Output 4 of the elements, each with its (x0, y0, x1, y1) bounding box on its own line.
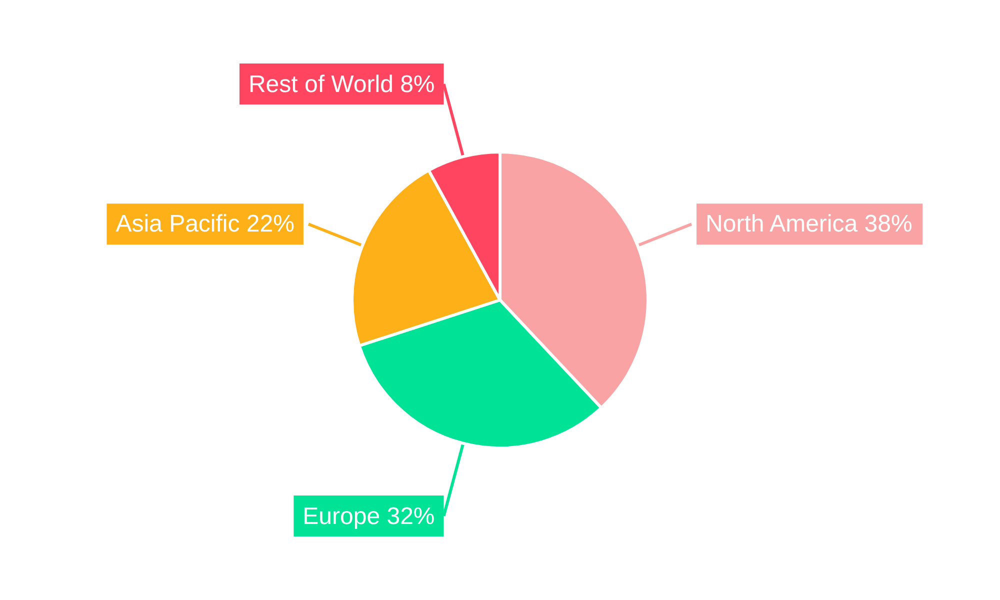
slice-label: Rest of World 8% (248, 70, 435, 98)
slice-label: Asia Pacific 22% (116, 210, 294, 238)
slice-label: Europe 32% (302, 503, 435, 530)
slice-label: North America 38% (706, 210, 912, 238)
